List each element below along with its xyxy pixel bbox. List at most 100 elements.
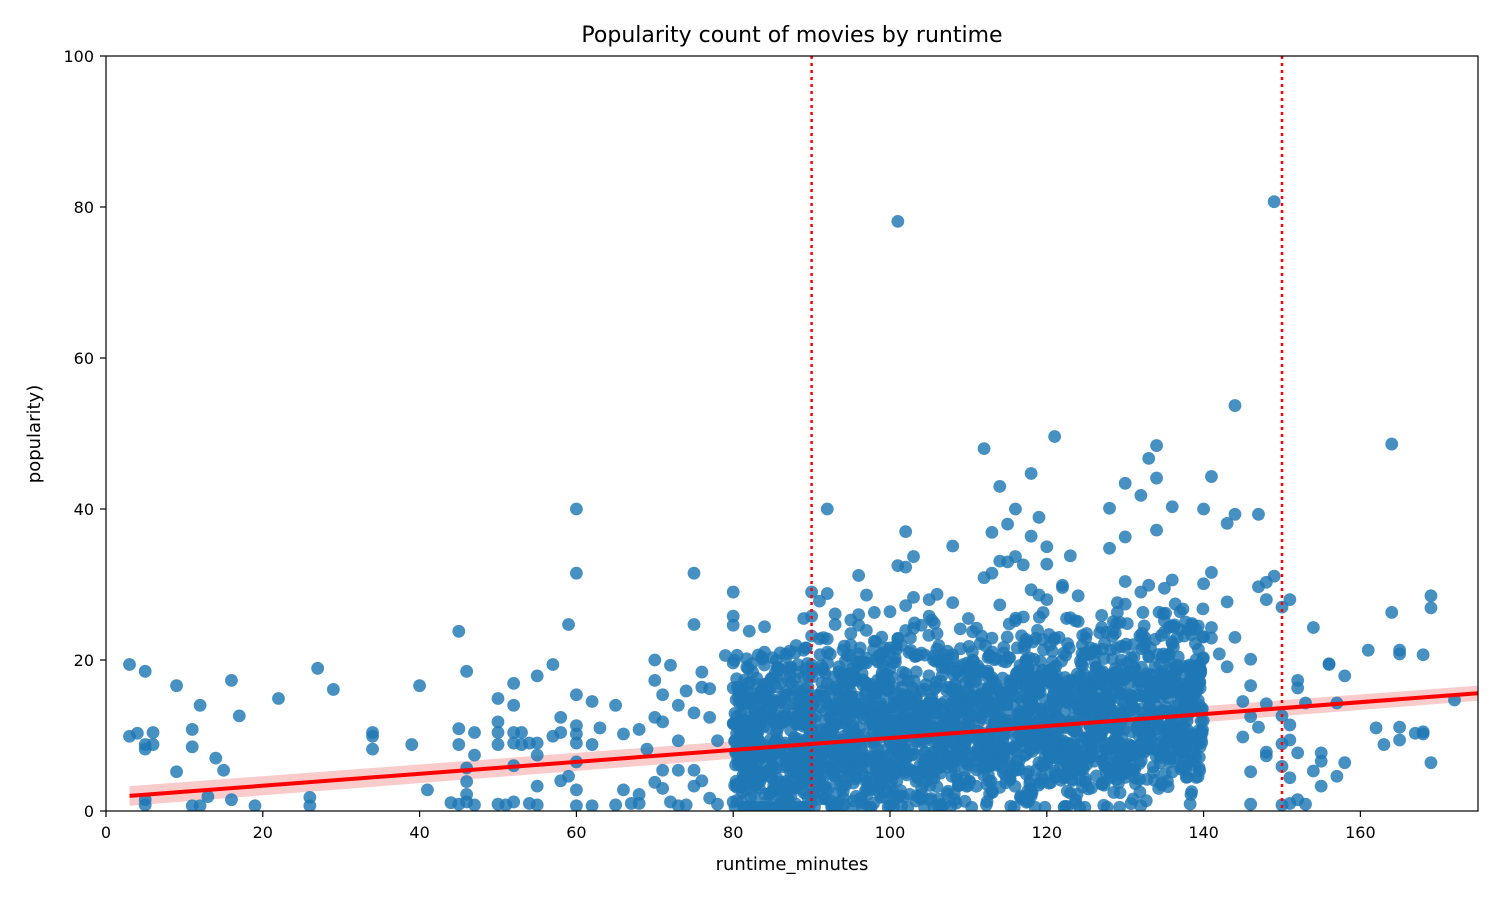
scatter-point (1180, 757, 1193, 771)
scatter-point (366, 729, 379, 743)
scatter-point (775, 663, 788, 677)
scatter-point (820, 587, 834, 600)
scatter-point (1024, 467, 1038, 480)
scatter-point (1135, 642, 1149, 656)
scatter-point (1118, 575, 1132, 588)
x-tick-label: 0 (101, 823, 111, 842)
scatter-point (1134, 799, 1148, 811)
scatter-point (1424, 756, 1438, 770)
scatter-point (468, 726, 481, 739)
scatter-point (1158, 581, 1171, 595)
scatter-point (958, 771, 972, 784)
scatter-point (816, 662, 830, 675)
scatter-point (1283, 718, 1297, 732)
scatter-point (758, 620, 771, 634)
scatter-point (769, 800, 783, 811)
scatter-point (1385, 606, 1399, 619)
x-tick-label: 100 (875, 823, 906, 842)
scatter-point (1259, 749, 1273, 763)
scatter-point (711, 797, 724, 811)
scatter-point (593, 721, 607, 735)
scatter-point (671, 734, 685, 748)
scatter-point (491, 692, 505, 705)
scatter-point (562, 618, 575, 631)
scatter-point (985, 566, 999, 580)
scatter-point (1015, 694, 1029, 708)
scatter-point (632, 723, 646, 736)
scatter-point (881, 683, 895, 696)
scatter-point (785, 774, 799, 788)
scatter-point (1193, 681, 1207, 695)
scatter-point (185, 723, 199, 736)
x-tick-label: 140 (1188, 823, 1219, 842)
scatter-point (869, 634, 883, 648)
scatter-point (1142, 452, 1156, 465)
scatter-point (1174, 689, 1188, 703)
scatter-point (797, 786, 811, 800)
scatter-point (413, 679, 426, 693)
scatter-point (1056, 581, 1069, 594)
scatter-point (1001, 517, 1014, 531)
scatter-point (1076, 702, 1090, 715)
scatter-point (1194, 663, 1207, 676)
scatter-point (1196, 651, 1210, 665)
scatter-point (969, 779, 983, 793)
scatter-point (1009, 550, 1022, 563)
scatter-point (749, 778, 762, 792)
scatter-point (946, 539, 960, 553)
scatter-point (648, 673, 662, 687)
scatter-point (770, 725, 784, 739)
scatter-point (909, 649, 923, 663)
scatter-point (1184, 623, 1198, 636)
scatter-point (1135, 627, 1149, 640)
scatter-point (859, 623, 873, 637)
scatter-point (1051, 696, 1064, 710)
scatter-point (734, 757, 748, 771)
scatter-point (1338, 756, 1352, 770)
scatter-point (1134, 489, 1148, 502)
scatter-point (1080, 627, 1093, 640)
scatter-point (1424, 601, 1438, 615)
scatter-point (530, 736, 544, 750)
scatter-point (849, 790, 863, 803)
scatter-point (971, 742, 985, 756)
scatter-point (1228, 630, 1242, 644)
scatter-point (1148, 633, 1162, 646)
scatter-point (1236, 695, 1250, 708)
scatter-point (193, 698, 207, 712)
scatter-point (852, 608, 866, 622)
scatter-point (1267, 569, 1281, 583)
y-axis-ticks: 0 20 40 60 80 100 (63, 47, 106, 821)
scatter-point (1124, 797, 1138, 810)
scatter-point (907, 590, 920, 604)
scatter-point (1393, 733, 1406, 747)
scatter-point (1106, 624, 1120, 638)
scatter-point (736, 800, 750, 811)
scatter-point (1196, 714, 1210, 728)
scatter-point (844, 627, 858, 640)
scatter-point (899, 762, 913, 776)
scatter-point (934, 674, 947, 688)
scatter-point (864, 678, 878, 691)
scatter-point (958, 794, 972, 808)
scatter-point (170, 679, 183, 693)
scatter-point (860, 588, 873, 602)
scatter-point (837, 708, 851, 721)
scatter-point (736, 726, 750, 739)
scatter-point (185, 740, 199, 754)
scatter-point (1015, 629, 1028, 643)
scatter-point (1022, 651, 1036, 665)
scatter-point (1105, 769, 1119, 783)
scatter-point (995, 754, 1009, 768)
scatter-point (1057, 800, 1071, 811)
scatter-point (1196, 602, 1210, 616)
scatter-point (1021, 661, 1035, 675)
scatter-point (760, 682, 774, 696)
scatter-point (820, 502, 834, 516)
scatter-point (981, 681, 995, 695)
scatter-point (1070, 667, 1084, 681)
scatter-point (1135, 660, 1148, 674)
scatter-point (930, 587, 944, 601)
scatter-point (907, 550, 920, 563)
scatter-point (936, 750, 950, 764)
